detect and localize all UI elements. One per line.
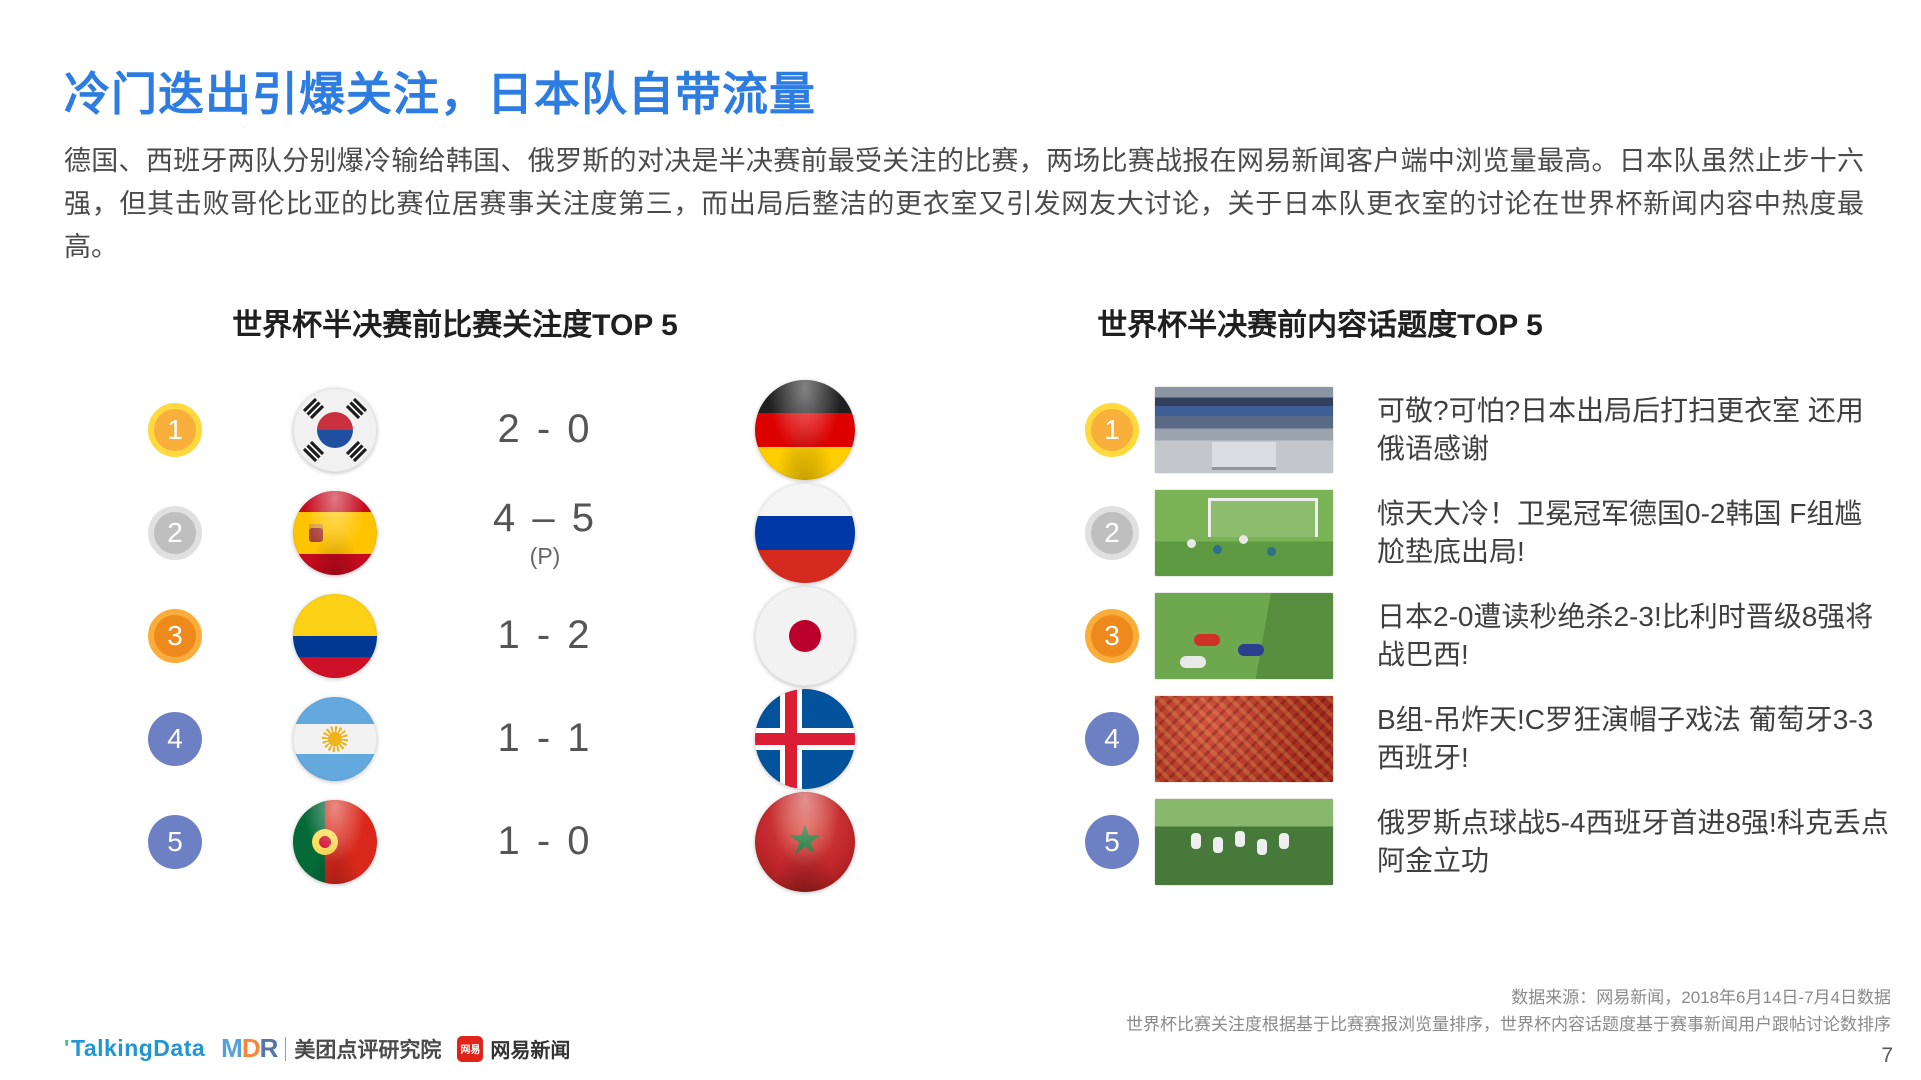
intro-paragraph: 德国、西班牙两队分别爆冷输给韩国、俄罗斯的对决是半决赛前最受关注的比赛，两场比赛…: [64, 146, 1864, 263]
score-cell: 4 – 5 (P): [493, 496, 597, 570]
japan-locker-room-photo: [1155, 386, 1333, 473]
match-row-5: 5 1 - 0: [130, 790, 970, 893]
match-row-3: 3 1 - 2: [130, 584, 970, 687]
flag-colombia-icon: [293, 593, 377, 678]
score-text: 1 - 1: [497, 716, 593, 760]
topic-headline: 俄罗斯点球战5-4西班牙首进8强!科克丢点阿金立功: [1377, 806, 1889, 876]
score-cell: 2 - 0: [497, 407, 592, 452]
match-row-1: 1 2 - 0: [130, 378, 970, 481]
brand-logos: 'TalkingData MDR 美团点评研究院 网易 网易新闻: [64, 1033, 570, 1064]
topic-headline: 惊天大冷！卫冕冠军德国0-2韩国 F组尴尬垫底出局!: [1377, 497, 1863, 567]
content-topic-list: 1 可敬?可怕?日本出局后打扫更衣室 还用俄语感谢 2 惊天大冷！卫冕冠军德国0…: [1085, 378, 1890, 893]
page-title: 冷门迭出引爆关注，日本队自带流量: [64, 68, 816, 120]
flag-russia-icon: [755, 482, 855, 583]
medal-rank-4-icon: 4: [1085, 711, 1139, 766]
ribbon-icon: [1098, 652, 1126, 685]
flag-spain-icon: [293, 490, 377, 575]
score-text: 4 – 5: [493, 495, 597, 540]
flag-iceland-icon: [755, 688, 855, 789]
data-source-note: 数据来源：网易新闻，2018年6月14日-7月4日数据 世界杯比赛关注度根据基于…: [1126, 985, 1891, 1038]
mdr-name-text: 美团点评研究院: [294, 1038, 442, 1062]
topic-headline: B组-吊炸天!C罗狂演帽子戏法 葡萄牙3-3西班牙!: [1377, 703, 1874, 773]
score-cell: 1 - 0: [497, 819, 592, 864]
portugal-spain-fans-photo: [1155, 695, 1333, 782]
topic-row-1: 1 可敬?可怕?日本出局后打扫更衣室 还用俄语感谢: [1085, 378, 1890, 481]
medal-rank-5-icon: 5: [148, 814, 202, 869]
match-attention-list: 1 2 - 0 2 4 – 5 (P) 3 1 - 2 4 1 - 1 5 1: [130, 378, 970, 893]
japan-belgium-match-photo: [1155, 592, 1333, 679]
ribbon-icon: [1098, 446, 1126, 479]
russia-spain-match-photo: [1155, 798, 1333, 885]
flag-south-korea-icon: [293, 387, 377, 472]
topic-row-5: 5 俄罗斯点球战5-4西班牙首进8强!科克丢点阿金立功: [1085, 790, 1890, 893]
logo-divider: [285, 1036, 287, 1061]
flag-argentina-icon: [293, 696, 377, 781]
score-cell: 1 - 2: [497, 613, 592, 658]
netease-badge-icon: 网易: [457, 1035, 484, 1062]
right-panel-title: 世界杯半决赛前内容话题度TOP 5: [1097, 309, 1543, 342]
match-row-4: 4 1 - 1: [130, 687, 970, 790]
netease-news-logo: 网易 网易新闻: [457, 1034, 570, 1063]
medal-rank-2-icon: 2: [148, 505, 202, 582]
ribbon-icon: [161, 652, 189, 685]
topic-row-3: 3 日本2-0遭读秒绝杀2-3!比利时晋级8强将战巴西!: [1085, 584, 1890, 687]
score-text: 2 - 0: [497, 407, 593, 451]
flag-morocco-icon: [755, 791, 855, 892]
penalty-note: (P): [529, 542, 561, 569]
topic-row-4: 4 B组-吊炸天!C罗狂演帽子戏法 葡萄牙3-3西班牙!: [1085, 687, 1890, 790]
medal-rank-3-icon: 3: [148, 608, 202, 685]
flag-japan-icon: [755, 585, 855, 686]
medal-rank-1-icon: 1: [1085, 402, 1139, 479]
topic-headline: 可敬?可怕?日本出局后打扫更衣室 还用俄语感谢: [1377, 394, 1864, 464]
ribbon-icon: [161, 549, 189, 582]
source-line-2: 世界杯比赛关注度根据基于比赛赛报浏览量排序，世界杯内容话题度基于赛事新闻用户跟帖…: [1126, 1014, 1891, 1034]
medal-rank-3-icon: 3: [1085, 608, 1139, 685]
ribbon-icon: [161, 446, 189, 479]
mdr-mark: MDR: [221, 1033, 278, 1063]
flag-germany-icon: [755, 379, 855, 480]
medal-rank-1-icon: 1: [148, 402, 202, 479]
medal-rank-2-icon: 2: [1085, 505, 1139, 582]
flag-portugal-icon: [293, 799, 377, 884]
medal-rank-5-icon: 5: [1085, 814, 1139, 869]
topic-row-2: 2 惊天大冷！卫冕冠军德国0-2韩国 F组尴尬垫底出局!: [1085, 481, 1890, 584]
germany-korea-match-photo: [1155, 489, 1333, 576]
score-cell: 1 - 1: [497, 716, 592, 761]
talkingdata-logo: 'TalkingData: [64, 1035, 206, 1061]
page-number: 7: [1881, 1044, 1893, 1067]
match-row-2: 2 4 – 5 (P): [130, 481, 970, 584]
left-panel-title: 世界杯半决赛前比赛关注度TOP 5: [232, 309, 678, 342]
score-text: 1 - 2: [497, 613, 593, 657]
score-text: 1 - 0: [497, 819, 593, 863]
source-line-1: 数据来源：网易新闻，2018年6月14日-7月4日数据: [1511, 988, 1891, 1008]
ribbon-icon: [1098, 549, 1126, 582]
sun-of-may-icon: [322, 725, 348, 752]
meituan-dianping-research-logo: MDR 美团点评研究院: [221, 1033, 441, 1064]
talkingdata-tick-icon: ': [64, 1035, 70, 1061]
medal-rank-4-icon: 4: [148, 711, 202, 766]
netease-name-text: 网易新闻: [490, 1040, 571, 1062]
topic-headline: 日本2-0遭读秒绝杀2-3!比利时晋级8强将战巴西!: [1377, 600, 1874, 670]
